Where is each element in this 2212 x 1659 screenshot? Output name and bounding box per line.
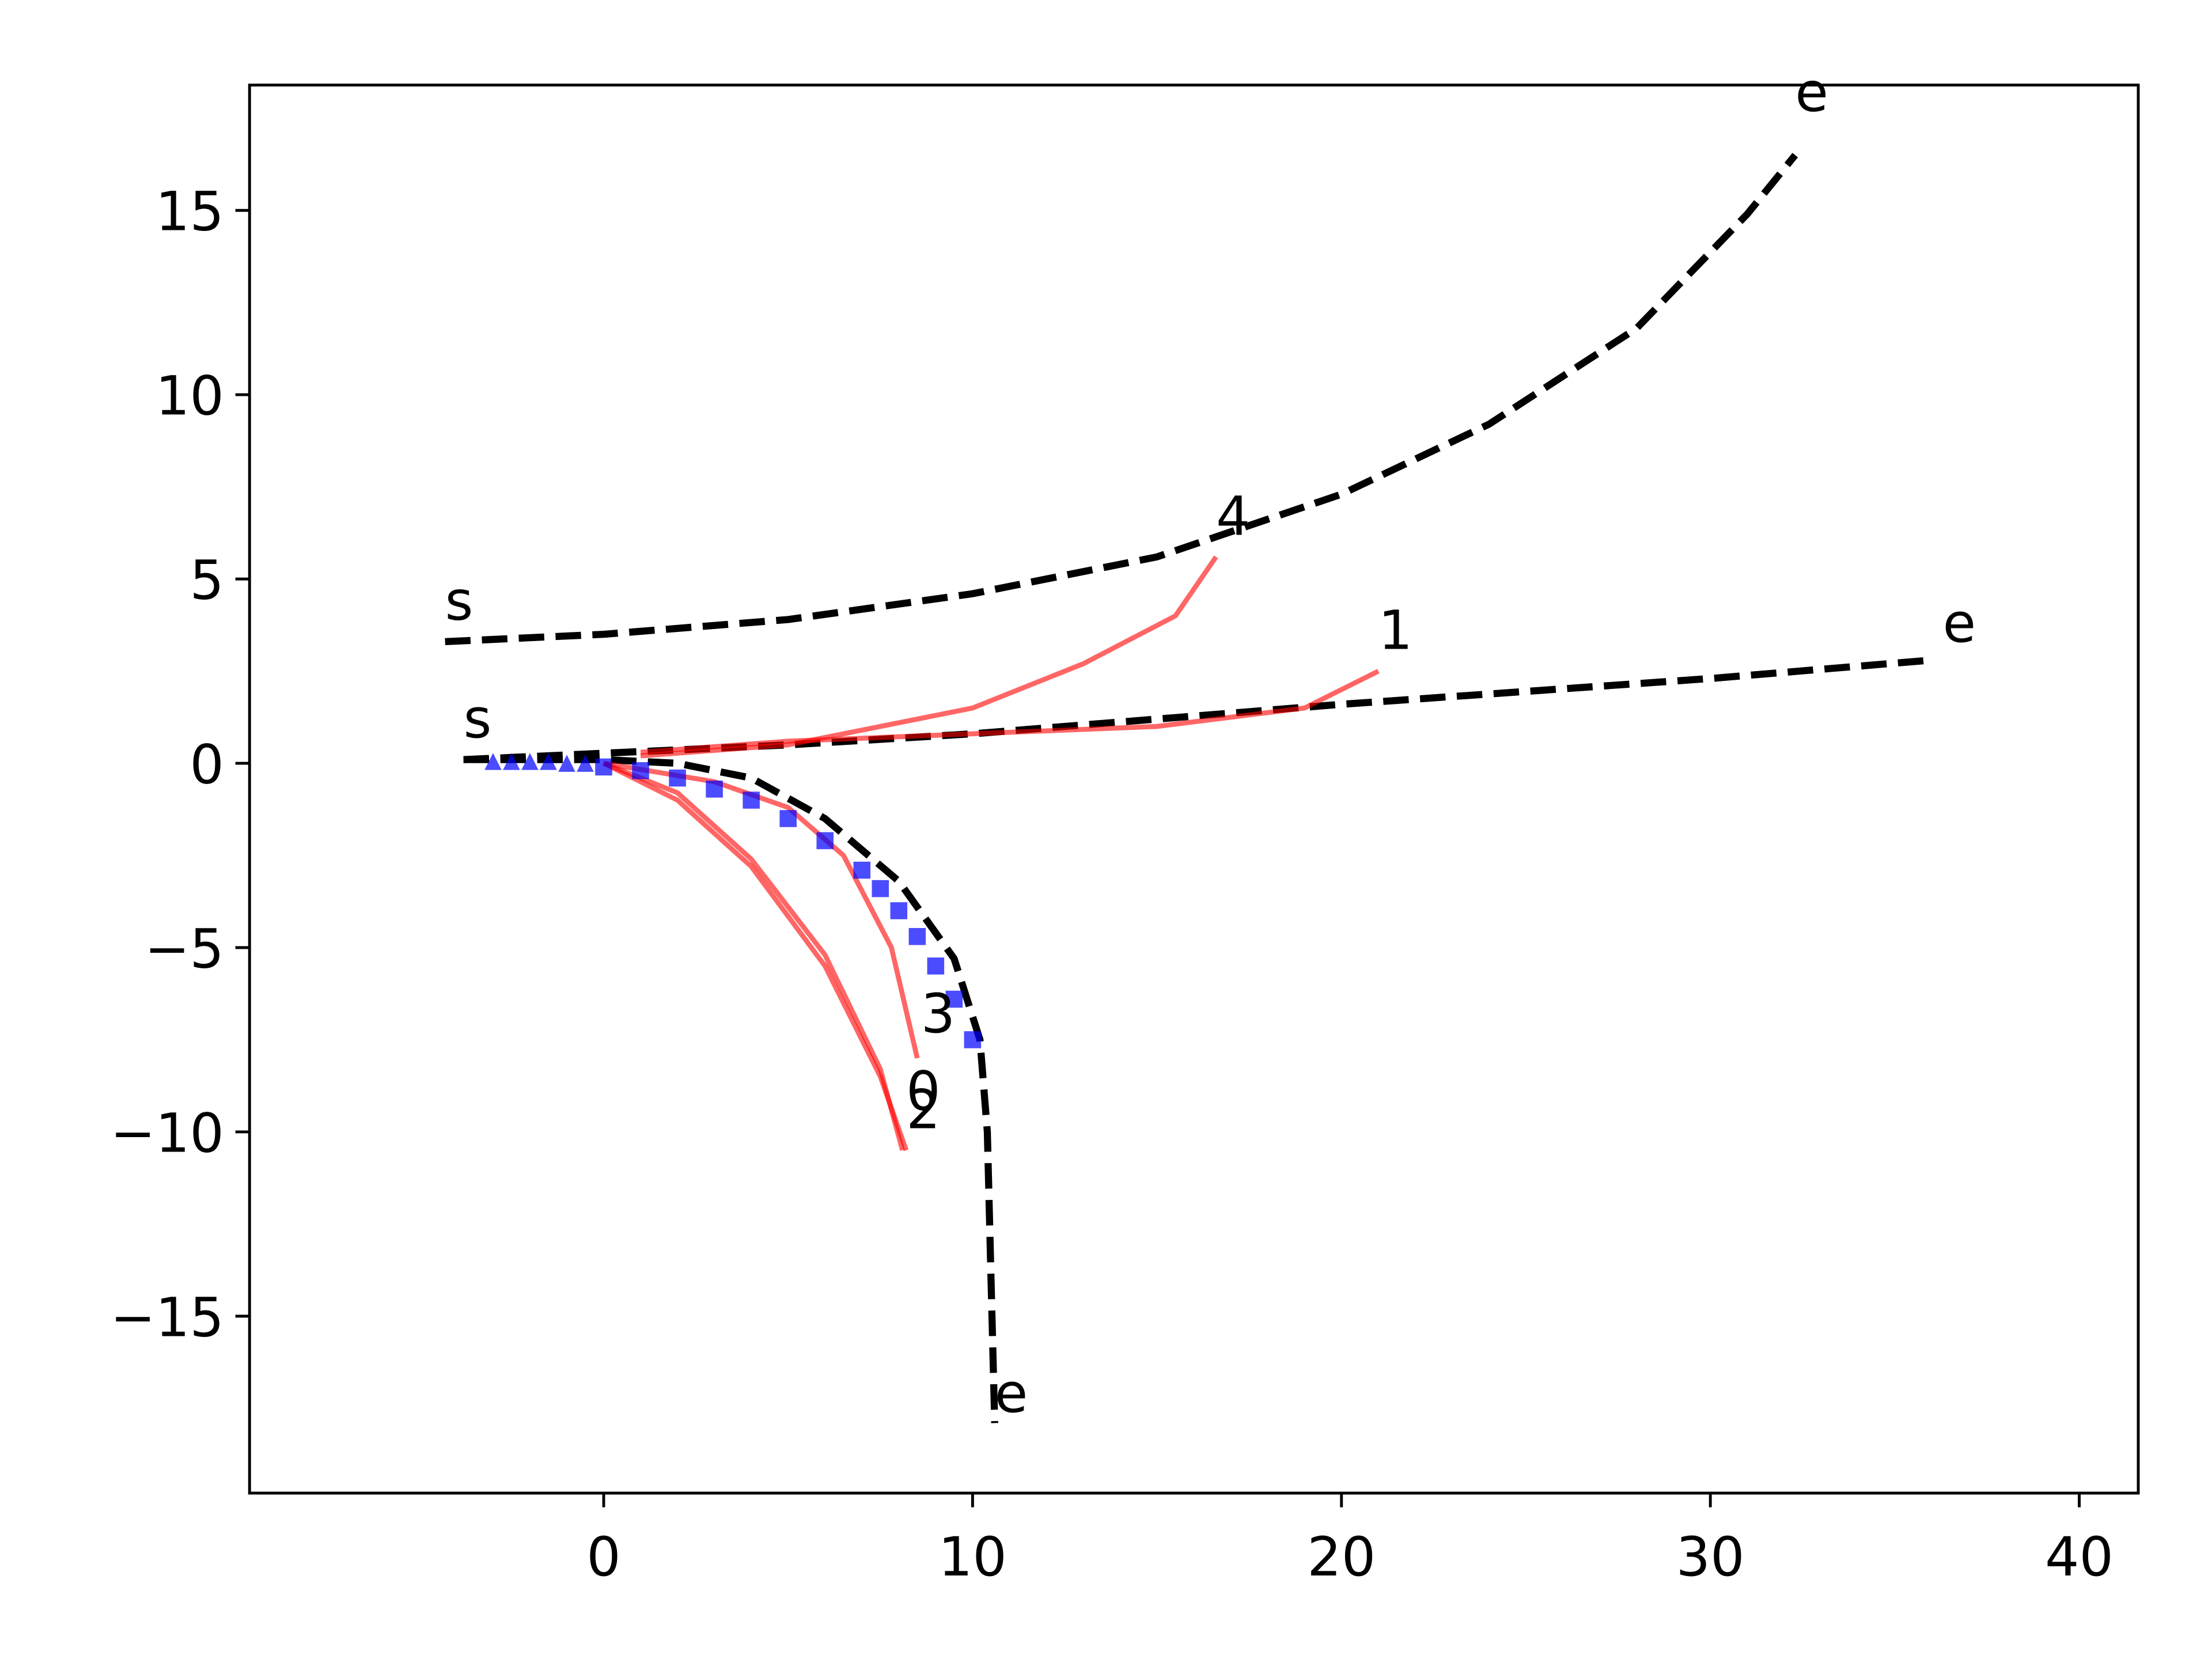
y-tick-label: −10 xyxy=(111,1102,224,1165)
y-tick-label: −15 xyxy=(111,1286,224,1349)
history-marker xyxy=(945,990,963,1008)
annotation: s xyxy=(464,688,492,751)
x-tick-label: 0 xyxy=(586,1526,620,1589)
predicted-path xyxy=(603,760,920,1059)
annotation: 2 xyxy=(906,1079,941,1142)
history-marker xyxy=(484,753,502,770)
reference-path xyxy=(463,756,998,1423)
history-marker xyxy=(816,832,834,850)
history-marker xyxy=(908,928,926,945)
history-marker xyxy=(743,791,760,809)
reference-path xyxy=(445,153,1798,646)
history-marker xyxy=(927,957,945,975)
history-marker xyxy=(779,810,797,827)
history-marker xyxy=(558,755,575,772)
y-tick-label: −5 xyxy=(145,918,224,980)
plot-area xyxy=(248,84,2140,1495)
y-tick-label: 0 xyxy=(190,734,224,797)
y-tick-label: 5 xyxy=(190,550,224,612)
history-marker xyxy=(706,781,723,798)
reference-path xyxy=(463,656,1932,763)
x-tick-label: 40 xyxy=(2045,1526,2113,1589)
y-tick-label: 15 xyxy=(156,181,224,244)
annotation: e xyxy=(1795,61,1828,124)
annotation: 1 xyxy=(1378,600,1413,662)
history-marker xyxy=(577,755,594,772)
annotation: e xyxy=(995,1362,1028,1425)
predicted-path xyxy=(640,669,1380,755)
history-marker xyxy=(872,880,889,897)
predicted-path xyxy=(640,555,1218,759)
history-marker xyxy=(669,769,686,787)
history-marker xyxy=(890,902,908,919)
x-tick-label: 10 xyxy=(938,1526,1007,1589)
y-tick-label: 10 xyxy=(156,365,224,428)
history-marker xyxy=(503,753,520,770)
annotation: 4 xyxy=(1216,485,1251,548)
annotation: e xyxy=(1943,592,1976,655)
history-marker xyxy=(540,753,557,770)
history-marker xyxy=(964,1031,982,1048)
history-marker xyxy=(632,762,649,779)
x-tick-label: 20 xyxy=(1307,1526,1376,1589)
history-marker xyxy=(595,758,612,776)
predicted-path xyxy=(603,761,909,1152)
x-tick-label: 30 xyxy=(1676,1526,1745,1589)
annotation: s xyxy=(445,570,474,633)
annotation: 0 xyxy=(906,1060,941,1123)
history-marker xyxy=(853,861,871,879)
predicted-path xyxy=(603,761,905,1152)
annotation: 3 xyxy=(921,983,956,1046)
history-marker xyxy=(521,753,539,770)
